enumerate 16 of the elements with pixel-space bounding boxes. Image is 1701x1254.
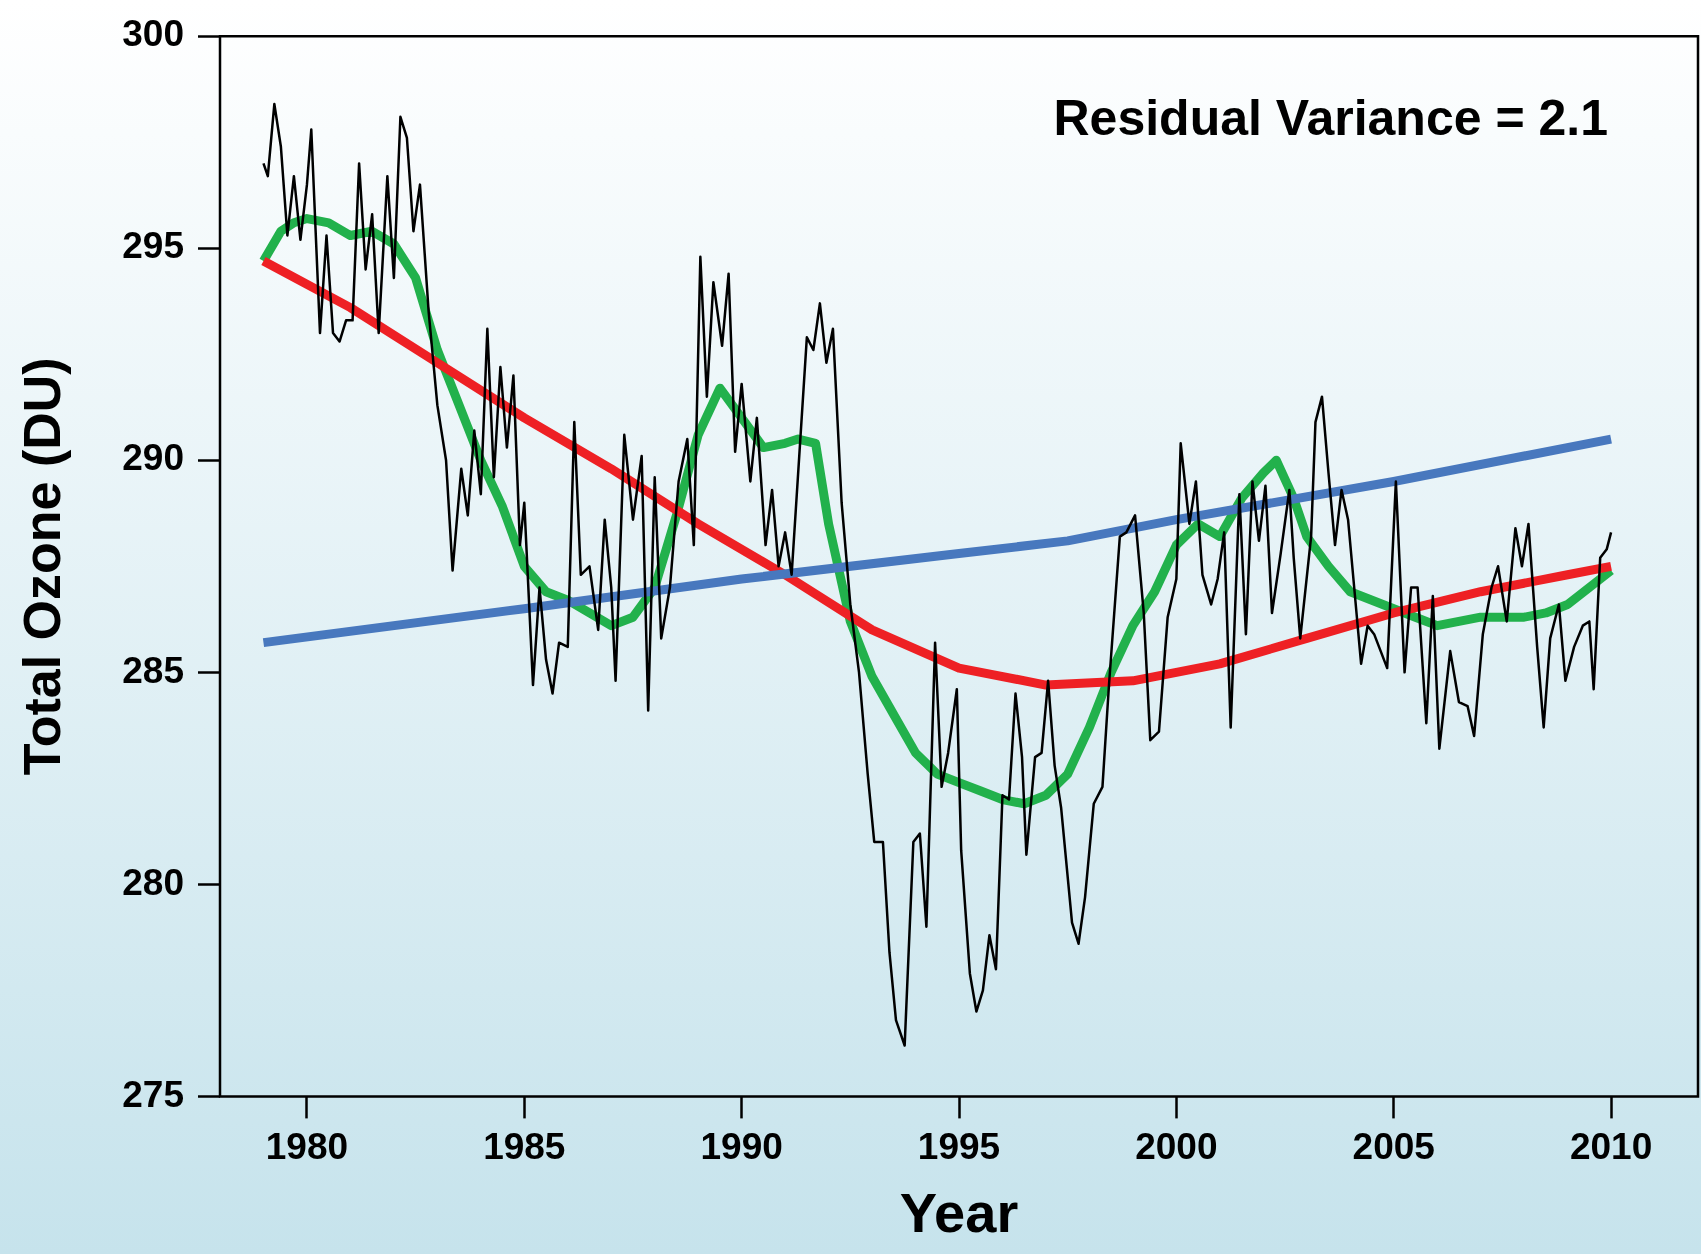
x-tick-label: 2000 (1135, 1125, 1218, 1167)
y-tick-label: 285 (122, 649, 184, 691)
y-axis-title: Total Ozone (DU) (12, 357, 71, 776)
x-tick-label: 1995 (917, 1125, 1001, 1167)
x-axis-title: Year (899, 1180, 1019, 1244)
x-tick-label: 1980 (265, 1125, 349, 1167)
x-tick-label: 2005 (1352, 1125, 1435, 1167)
y-tick-label: 280 (122, 861, 184, 903)
y-tick-label: 290 (122, 437, 184, 479)
y-tick-label: 300 (122, 13, 184, 55)
x-tick-label: 1985 (483, 1125, 566, 1167)
x-tick-label: 1990 (700, 1125, 783, 1167)
y-tick-label: 295 (122, 225, 184, 267)
x-tick-label: 2010 (1569, 1125, 1653, 1167)
annotation: Residual Variance = 2.1 (1053, 89, 1608, 146)
y-tick-label: 275 (122, 1073, 184, 1115)
